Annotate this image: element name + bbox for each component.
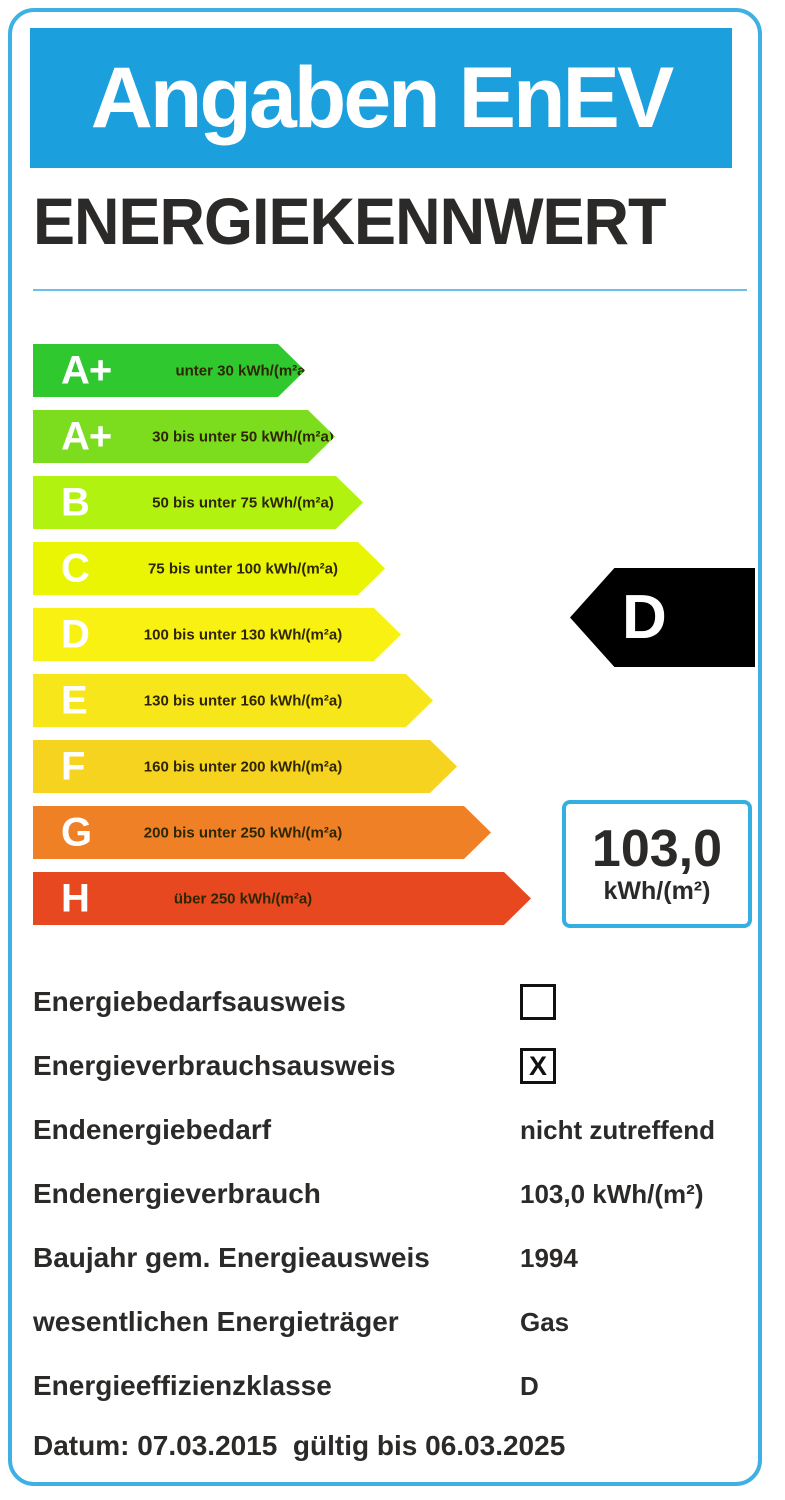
detail-row-baujahr: Baujahr gem. Energieausweis 1994 <box>33 1226 753 1290</box>
scale-arrow-b: B 50 bis unter 75 kWh/(m²a) <box>33 476 363 529</box>
detail-label: Energieverbrauchsausweis <box>33 1050 396 1081</box>
scale-range: 100 bis unter 130 kWh/(m²a) <box>143 626 343 643</box>
detail-value: nicht zutreffend <box>520 1114 715 1145</box>
scale-range: 200 bis unter 250 kWh/(m²a) <box>143 824 343 841</box>
efficiency-scale: A+ unter 30 kWh/(m²a) A+ 30 bis unter 50… <box>33 344 531 938</box>
detail-row-bedarfsausweis: Energiebedarfsausweis <box>33 970 753 1034</box>
scale-range: über 250 kWh/(m²a) <box>173 890 313 907</box>
scale-letter: A+ <box>61 348 112 392</box>
scale-arrow-a-plus-1: A+ unter 30 kWh/(m²a) <box>33 344 305 397</box>
detail-value: 103,0 kWh/(m²) <box>520 1178 704 1209</box>
date-line: Datum: 07.03.2015 gültig bis 06.03.2025 <box>33 1430 566 1461</box>
scale-range: 30 bis unter 50 kWh/(m²a) <box>152 428 334 445</box>
checkbox-checked: X <box>520 1048 556 1084</box>
scale-range: unter 30 kWh/(m²a) <box>175 362 311 379</box>
page-title: ENERGIEKENNWERT <box>33 185 667 259</box>
energy-value: 103,0 <box>591 819 723 878</box>
detail-value: D <box>520 1370 539 1401</box>
energy-unit: kWh/(m²) <box>603 876 711 905</box>
detail-row-endenergiebedarf: Endenergiebedarf nicht zutreffend <box>33 1098 753 1162</box>
detail-row-effizienzklasse: Energieeffizienzklasse D <box>33 1354 753 1418</box>
scale-arrow-g: G 200 bis unter 250 kWh/(m²a) <box>33 806 491 859</box>
scale-arrow-e: E 130 bis unter 160 kWh/(m²a) <box>33 674 433 727</box>
scale-arrow-h: H über 250 kWh/(m²a) <box>33 872 531 925</box>
scale-arrow-c: C 75 bis unter 100 kWh/(m²a) <box>33 542 385 595</box>
details-table: Energiebedarfsausweis Energieverbrauchsa… <box>33 970 753 1418</box>
scale-letter: B <box>61 480 89 524</box>
class-letter: D <box>622 583 667 652</box>
header-title: Angaben EnEV <box>90 49 674 146</box>
detail-label: wesentlichen Energieträger <box>33 1306 399 1337</box>
scale-letter: C <box>61 546 89 590</box>
scale-range: 75 bis unter 100 kWh/(m²a) <box>147 560 339 577</box>
detail-label: Energiebedarfsausweis <box>33 986 346 1017</box>
divider-line <box>33 289 747 291</box>
scale-letter: G <box>61 810 92 854</box>
scale-letter: F <box>61 744 85 788</box>
detail-row-energietraeger: wesentlichen Energieträger Gas <box>33 1290 753 1354</box>
detail-label: Endenergiebedarf <box>33 1114 272 1145</box>
header-banner: Angaben EnEV <box>30 28 732 168</box>
scale-arrow-a-plus-2: A+ 30 bis unter 50 kWh/(m²a) <box>33 410 335 463</box>
detail-row-endenergieverbrauch: Endenergieverbrauch 103,0 kWh/(m²) <box>33 1162 753 1226</box>
detail-value: Gas <box>520 1306 570 1337</box>
scale-letter: H <box>61 876 89 920</box>
scale-range: 160 bis unter 200 kWh/(m²a) <box>143 758 343 775</box>
checkbox-unchecked <box>520 984 556 1020</box>
detail-row-verbrauchsausweis: Energieverbrauchsausweis X <box>33 1034 753 1098</box>
scale-range: 130 bis unter 160 kWh/(m²a) <box>143 692 343 709</box>
scale-letter: D <box>61 612 89 656</box>
detail-label: Energieeffizienzklasse <box>33 1370 332 1401</box>
scale-arrow-d: D 100 bis unter 130 kWh/(m²a) <box>33 608 401 661</box>
detail-value: 1994 <box>520 1242 578 1273</box>
scale-letter: E <box>61 678 87 722</box>
scale-arrow-f: F 160 bis unter 200 kWh/(m²a) <box>33 740 457 793</box>
detail-label: Endenergieverbrauch <box>33 1178 321 1209</box>
class-pointer-arrow: D <box>570 568 755 667</box>
scale-range: 50 bis unter 75 kWh/(m²a) <box>152 494 334 511</box>
detail-label: Baujahr gem. Energieausweis <box>33 1242 430 1273</box>
scale-letter: A+ <box>61 414 112 458</box>
energy-value-box: 103,0 kWh/(m²) <box>562 800 752 928</box>
